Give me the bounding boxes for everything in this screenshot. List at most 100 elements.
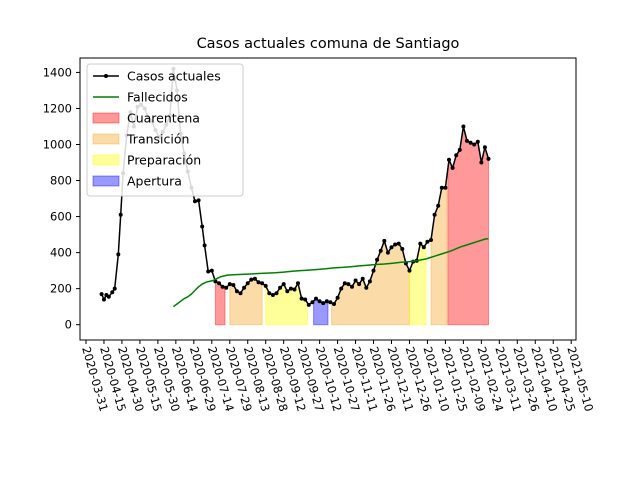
casos-actuales-point — [482, 145, 487, 150]
casos-actuales-point — [346, 282, 351, 287]
casos-actuales-point — [224, 285, 229, 290]
casos-actuales-point — [371, 268, 376, 273]
casos-actuales-point — [385, 250, 390, 255]
fallecidos-line — [172, 237, 489, 308]
casos-actuales-point — [475, 139, 480, 144]
casos-actuales-point — [118, 212, 123, 217]
y-tick-label: 200 — [50, 282, 72, 296]
casos-actuales-point — [439, 185, 444, 190]
y-tick-label: 400 — [50, 246, 72, 260]
casos-actuales-point — [393, 242, 398, 247]
casos-actuales-point — [274, 291, 279, 296]
casos-actuales-point — [281, 282, 286, 287]
casos-actuales-point — [328, 300, 333, 305]
casos-actuales-point — [112, 286, 117, 291]
casos-actuales-point — [242, 285, 247, 290]
casos-actuales-point — [367, 279, 372, 284]
casos-actuales-point — [447, 157, 451, 162]
casos-actuales-point — [342, 281, 347, 286]
legend-swatch-apertura — [92, 175, 120, 187]
y-tick-label: 0 — [65, 318, 72, 332]
casos-actuales-point — [364, 285, 369, 290]
casos-actuales-point — [296, 281, 300, 286]
casos-actuales-point — [317, 299, 322, 304]
casos-actuales-point — [110, 290, 115, 295]
casos-actuales-point — [252, 276, 257, 281]
casos-actuales-point — [202, 243, 207, 248]
casos-actuales-point — [324, 299, 329, 304]
casos-actuales-point — [234, 289, 239, 294]
casos-actuales-point — [238, 291, 243, 296]
legend-marker-casos-actuales — [104, 74, 108, 78]
legend-swatch-transicion — [92, 133, 120, 145]
casos-actuales-point — [99, 292, 104, 297]
casos-actuales-point — [457, 147, 462, 152]
legend-label-casos-actuales: Casos actuales — [127, 69, 221, 84]
casos-actuales-point — [227, 282, 232, 287]
casos-actuales-point — [263, 283, 268, 288]
legend-swatch-preparacion — [92, 154, 120, 166]
y-tick-label: 1400 — [43, 65, 72, 79]
casos-actuales-point — [116, 252, 121, 257]
casos-actuales-point — [450, 165, 455, 170]
casos-actuales-point — [196, 198, 201, 203]
casos-actuales-point — [375, 257, 380, 262]
casos-actuales-point — [303, 297, 308, 302]
casos-actuales-point — [200, 224, 205, 229]
chart-title: Casos actuales comuna de Santiago — [197, 36, 460, 52]
casos-actuales-point — [443, 185, 448, 190]
casos-actuales-point — [314, 296, 318, 301]
casos-actuales-point — [278, 285, 283, 290]
casos-actuales-point — [350, 284, 354, 289]
casos-actuales-point — [299, 296, 304, 301]
casos-actuales-point — [396, 241, 401, 246]
legend: Casos actuales Fallecidos Cuarentena Transi… — [86, 63, 244, 197]
axes: 02004006008001000120014002020-03-312020-… — [43, 57, 596, 413]
legend-label-transicion: Transición — [126, 132, 189, 147]
casos-actuales-point — [249, 277, 254, 282]
casos-actuales-point — [360, 276, 365, 281]
casos-actuales-point — [292, 287, 297, 292]
legend-box — [86, 63, 244, 197]
legend-label-apertura: Apertura — [127, 174, 182, 189]
casos-actuales-point — [335, 295, 340, 300]
casos-actuales-point — [472, 142, 477, 147]
y-tick-label: 600 — [50, 210, 72, 224]
casos-actuales-point — [389, 245, 394, 250]
casos-actuales-point — [432, 212, 437, 217]
casos-actuales-point — [454, 153, 459, 158]
casos-actuales-point — [378, 248, 383, 253]
casos-actuales-point — [288, 286, 293, 291]
casos-actuales-point — [479, 160, 484, 165]
casos-actuales-point — [418, 241, 423, 246]
casos-actuales-point — [245, 281, 250, 286]
casos-actuales-point — [310, 300, 315, 305]
casos-actuales-point — [429, 238, 433, 242]
casos-actuales-point — [256, 280, 261, 285]
casos-actuales-point — [357, 282, 362, 287]
casos-actuales-point — [421, 245, 426, 250]
casos-actuales-point — [209, 268, 214, 273]
legend-label-fallecidos: Fallecidos — [127, 90, 188, 105]
casos-actuales-point — [465, 138, 469, 143]
plot-frame — [79, 57, 577, 341]
casos-actuales-point — [436, 203, 441, 208]
casos-actuales-point — [306, 302, 311, 307]
casos-actuales-point — [106, 294, 111, 299]
casos-actuales-point — [339, 286, 344, 291]
casos-actuales-point — [267, 291, 272, 296]
casos-actuales-point — [217, 281, 221, 286]
casos-actuales-point — [260, 281, 265, 286]
casos-actuales-point — [400, 247, 405, 251]
casos-actuales-point — [468, 140, 473, 145]
casos-actuales-point — [220, 284, 225, 289]
casos-actuales-point — [486, 156, 491, 161]
legend-label-preparacion: Preparación — [127, 153, 201, 168]
y-tick-label: 800 — [50, 174, 72, 188]
y-tick-label: 1000 — [43, 137, 72, 151]
series-lines — [99, 66, 491, 308]
casos-actuales-point — [193, 199, 197, 204]
casos-actuales-point — [353, 278, 358, 283]
